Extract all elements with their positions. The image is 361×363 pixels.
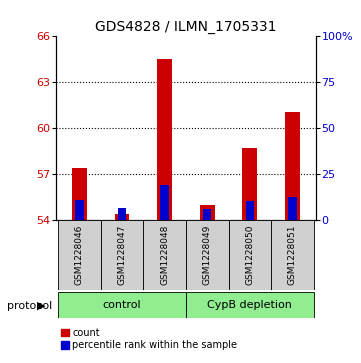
Bar [160, 185, 169, 220]
FancyBboxPatch shape [271, 220, 314, 290]
Legend: count, percentile rank within the sample: count, percentile rank within the sample [61, 328, 238, 350]
Bar [285, 112, 300, 220]
FancyBboxPatch shape [58, 220, 101, 290]
Title: GDS4828 / ILMN_1705331: GDS4828 / ILMN_1705331 [95, 20, 277, 34]
Bar [200, 205, 215, 220]
Text: GSM1228050: GSM1228050 [245, 225, 255, 285]
Bar [157, 59, 172, 220]
Text: GSM1228051: GSM1228051 [288, 225, 297, 285]
Bar [72, 168, 87, 220]
Bar [242, 148, 257, 220]
Text: GSM1228047: GSM1228047 [117, 225, 126, 285]
Text: GSM1228049: GSM1228049 [203, 225, 212, 285]
FancyBboxPatch shape [229, 220, 271, 290]
Text: GSM1228046: GSM1228046 [75, 225, 84, 285]
FancyBboxPatch shape [186, 220, 229, 290]
Text: GSM1228048: GSM1228048 [160, 225, 169, 285]
Bar [75, 200, 84, 220]
Text: ▶: ▶ [37, 301, 46, 311]
Text: CypB depletion: CypB depletion [207, 300, 292, 310]
FancyBboxPatch shape [101, 220, 143, 290]
Bar [114, 214, 130, 220]
FancyBboxPatch shape [143, 220, 186, 290]
Text: control: control [103, 300, 141, 310]
Bar [288, 197, 297, 220]
Bar [118, 208, 126, 220]
Text: protocol: protocol [7, 301, 52, 311]
Bar [203, 209, 212, 220]
Bar [245, 201, 254, 220]
FancyBboxPatch shape [58, 292, 186, 318]
FancyBboxPatch shape [186, 292, 314, 318]
